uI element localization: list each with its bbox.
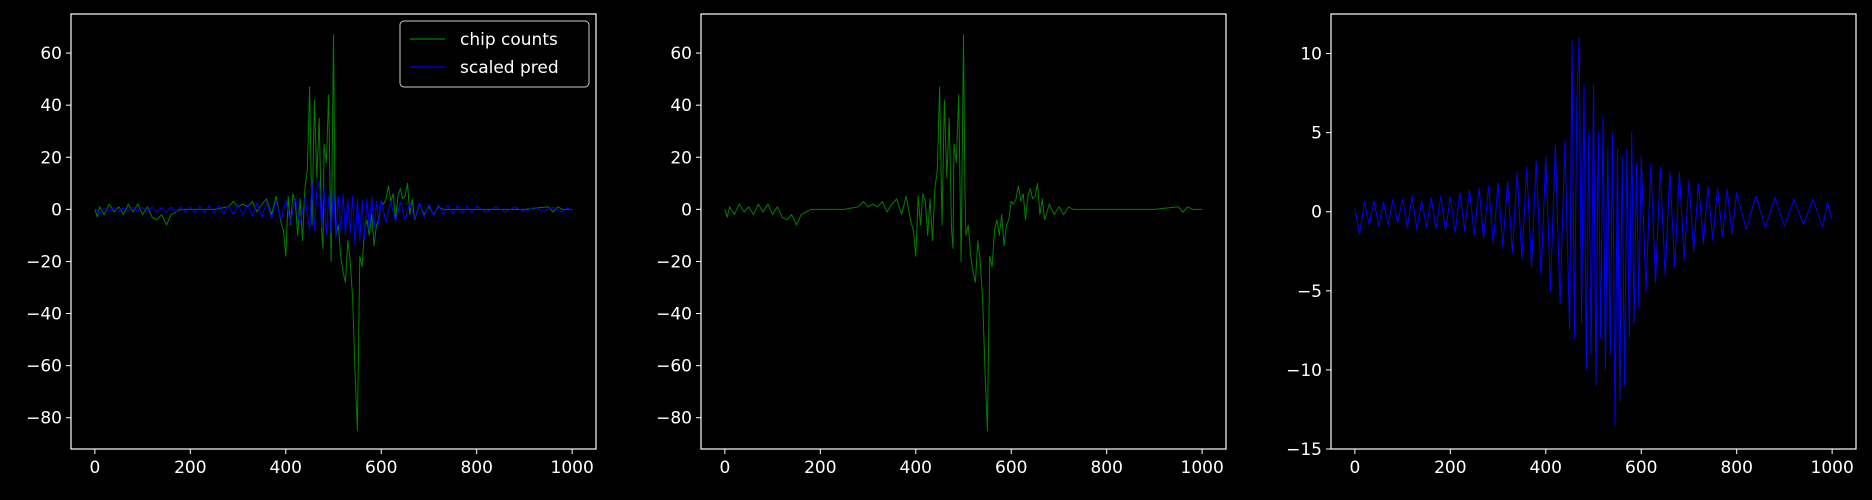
axes-frame: [700, 13, 1227, 450]
legend-label: scaled pred: [460, 58, 559, 78]
legend-box: [399, 20, 590, 88]
x-tick-label: 600: [1625, 458, 1657, 478]
x-tick-label: 400: [270, 458, 302, 478]
y-tick-label: 0: [1311, 203, 1322, 223]
y-tick-label: −80: [26, 409, 62, 429]
y-tick-label: 10: [1300, 45, 1322, 65]
series-line-1: [94, 34, 573, 432]
y-tick-label: −40: [26, 305, 62, 325]
x-tick-label: 800: [1090, 458, 1122, 478]
series-line-1: [724, 34, 1203, 432]
x-tick-label: 0: [89, 458, 100, 478]
x-tick-label: 600: [995, 458, 1027, 478]
y-tick-label: −20: [26, 252, 62, 272]
subplot-1: 0 200 400 600 800 1000 −80 −60 −40 −20 0 20 40 60 chip…: [26, 13, 597, 478]
subplot-3: 0 200 400 600 800 1000 −15 −10 −5 0 5 10: [1286, 13, 1857, 478]
y-tick-label: −40: [656, 305, 692, 325]
x-tick-label: 200: [804, 458, 836, 478]
x-tick-label: 1000: [551, 458, 594, 478]
y-tick-label: 60: [670, 44, 692, 64]
y-tick-label: −5: [1297, 282, 1322, 302]
y-tick-label: −20: [656, 252, 692, 272]
axes-frame: [1330, 13, 1857, 450]
x-tick-label: 200: [174, 458, 206, 478]
y-tick-label: −60: [26, 357, 62, 377]
x-tick-label: 400: [900, 458, 932, 478]
subplot-2: 0 200 400 600 800 1000 −80 −60 −40 −20 0 20 40 60: [656, 13, 1227, 478]
series-line-1: [1354, 37, 1833, 426]
y-tick-label: −10: [1286, 361, 1322, 381]
axes-frame: [70, 13, 597, 450]
y-tick-label: 40: [670, 96, 692, 116]
x-tick-label: 1000: [1811, 458, 1854, 478]
y-tick-label: 20: [670, 148, 692, 168]
y-tick-label: 60: [40, 44, 62, 64]
y-tick-label: −80: [656, 409, 692, 429]
y-tick-label: −15: [1286, 440, 1322, 460]
y-tick-label: 0: [51, 200, 62, 220]
y-tick-label: 5: [1311, 124, 1322, 144]
x-tick-label: 800: [460, 458, 492, 478]
x-tick-label: 400: [1530, 458, 1562, 478]
x-tick-label: 0: [719, 458, 730, 478]
legend-label: chip counts: [460, 30, 558, 50]
x-tick-label: 600: [365, 458, 397, 478]
y-tick-label: 40: [40, 96, 62, 116]
x-tick-label: 0: [1349, 458, 1360, 478]
y-tick-label: 20: [40, 148, 62, 168]
x-tick-label: 200: [1434, 458, 1466, 478]
legend: chip counts scaled pred: [399, 20, 590, 88]
y-tick-label: 0: [681, 200, 692, 220]
y-tick-label: −60: [656, 357, 692, 377]
x-tick-label: 1000: [1181, 458, 1224, 478]
series-line-2: [94, 180, 573, 245]
x-tick-label: 800: [1720, 458, 1752, 478]
